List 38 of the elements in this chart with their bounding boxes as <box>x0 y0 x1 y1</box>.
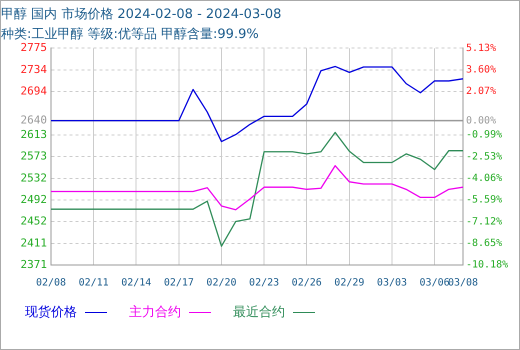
y-tick-label: 2640 <box>20 114 47 127</box>
x-tick-label: 02/23 <box>249 278 280 289</box>
y2-tick-label: -7.12% <box>466 216 502 228</box>
y2-tick-label: 0.00% <box>466 115 496 126</box>
y-tick-label: 2371 <box>20 258 47 271</box>
x-tick-label: 02/17 <box>164 278 194 289</box>
legend-label: 现货价格 <box>25 304 77 321</box>
x-tick-label: 03/03 <box>376 278 408 289</box>
y-tick-label: 2734 <box>20 63 48 76</box>
y2-tick-label: -5.59% <box>466 194 502 206</box>
y-tick-label: 2492 <box>20 192 47 206</box>
y-tick-label: 2573 <box>20 149 47 162</box>
y-tick-label: 2775 <box>20 41 47 54</box>
y-tick-label: 2532 <box>20 171 47 184</box>
y-tick-label: 2694 <box>20 84 48 98</box>
y2-tick-label: 5.13% <box>466 42 496 54</box>
y2-tick-label: -0.99% <box>466 129 502 140</box>
x-tick-label: 02/11 <box>78 278 109 289</box>
x-tick-label: 02/20 <box>206 278 237 289</box>
y-tick-label: 2411 <box>20 236 47 250</box>
x-tick-label: 03/06 <box>420 278 450 289</box>
x-tick-label: 02/26 <box>292 278 322 289</box>
legend-label: 主力合约 <box>129 304 181 321</box>
y-tick-label: 2452 <box>20 214 47 228</box>
x-tick-label: 02/14 <box>121 278 152 289</box>
y2-tick-label: -8.65% <box>466 238 502 249</box>
y2-tick-label: 2.07% <box>466 86 496 98</box>
y2-tick-label: 3.60% <box>466 64 496 76</box>
legend-label: 最近合约 <box>233 304 285 321</box>
y2-tick-label: -10.18% <box>466 260 508 271</box>
x-tick-label: 02/29 <box>334 278 364 289</box>
x-tick-label: 03/08 <box>448 278 478 289</box>
y2-tick-label: -2.53% <box>466 151 502 162</box>
y2-tick-label: -4.06% <box>466 172 502 184</box>
x-tick-label: 02/08 <box>36 278 66 289</box>
y-tick-label: 2613 <box>20 128 47 141</box>
chart-title: 甲醇 国内 市场价格 2024-02-08 - 2024-03-08 <box>1 7 282 22</box>
chart-subtitle: 种类:工业甲醇 等级:优等品 甲醇含量:99.9% <box>1 26 259 42</box>
